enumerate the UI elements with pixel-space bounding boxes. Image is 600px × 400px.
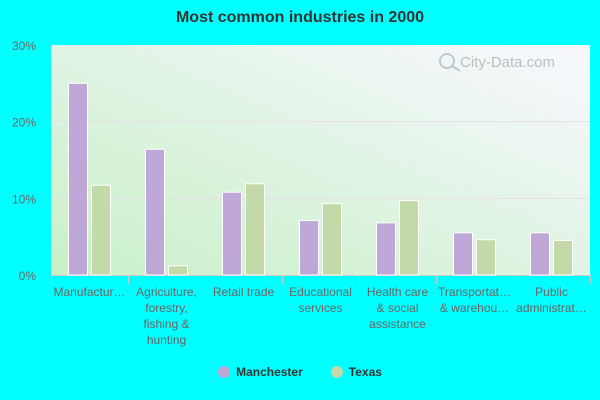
- x-tick-label: Public: [535, 285, 568, 299]
- legend: Manchester Texas: [0, 365, 600, 379]
- legend-label: Texas: [348, 365, 382, 379]
- chart-title: Most common industries in 2000: [175, 9, 425, 26]
- y-tick-label: 20%: [12, 116, 36, 130]
- x-tick-label: forestry,: [145, 301, 187, 315]
- bar-texas: [91, 184, 111, 276]
- legend-item-texas: Texas: [330, 365, 382, 379]
- bar-manchester: [222, 191, 242, 276]
- bar-texas: [168, 265, 188, 276]
- x-tick-label: Transportat…: [438, 285, 511, 299]
- x-tick-label: & warehou…: [440, 301, 509, 315]
- x-tick-label: Educational: [289, 285, 352, 299]
- bar-texas: [322, 203, 342, 276]
- legend-label: Manchester: [236, 365, 303, 379]
- bar-manchester: [453, 232, 473, 276]
- plot-area: [51, 45, 590, 275]
- bar-texas: [399, 200, 419, 276]
- x-tick-label: hunting: [147, 333, 186, 347]
- bar-manchester: [299, 220, 319, 276]
- bar-manchester: [376, 222, 396, 276]
- x-tick-label: services: [298, 301, 342, 315]
- x-tick-label: assistance: [369, 317, 426, 331]
- bar-manchester: [530, 232, 550, 276]
- x-tick-label: Agriculture,: [136, 285, 197, 299]
- x-tick-label: Manufactur…: [53, 285, 125, 299]
- x-tick-label: administrat…: [516, 301, 587, 315]
- y-tick-label: 0%: [19, 269, 37, 283]
- legend-item-manchester: Manchester: [218, 365, 303, 379]
- bar-texas: [553, 240, 573, 276]
- bar-texas: [476, 239, 496, 276]
- y-tick-label: 10%: [12, 192, 36, 206]
- x-tick-label: fishing &: [143, 317, 189, 331]
- y-tick-label: 30%: [12, 39, 36, 53]
- legend-swatch: [218, 366, 231, 378]
- watermark-text: City-Data.com: [460, 54, 555, 71]
- bar-manchester: [68, 82, 88, 276]
- x-tick-label: Retail trade: [213, 285, 275, 299]
- watermark: City-Data.com: [439, 53, 555, 72]
- bar-manchester: [145, 148, 165, 276]
- bar-texas: [245, 183, 265, 276]
- x-tick-label: & social: [376, 301, 418, 315]
- x-tick-label: Health care: [367, 285, 429, 299]
- legend-swatch: [330, 366, 343, 378]
